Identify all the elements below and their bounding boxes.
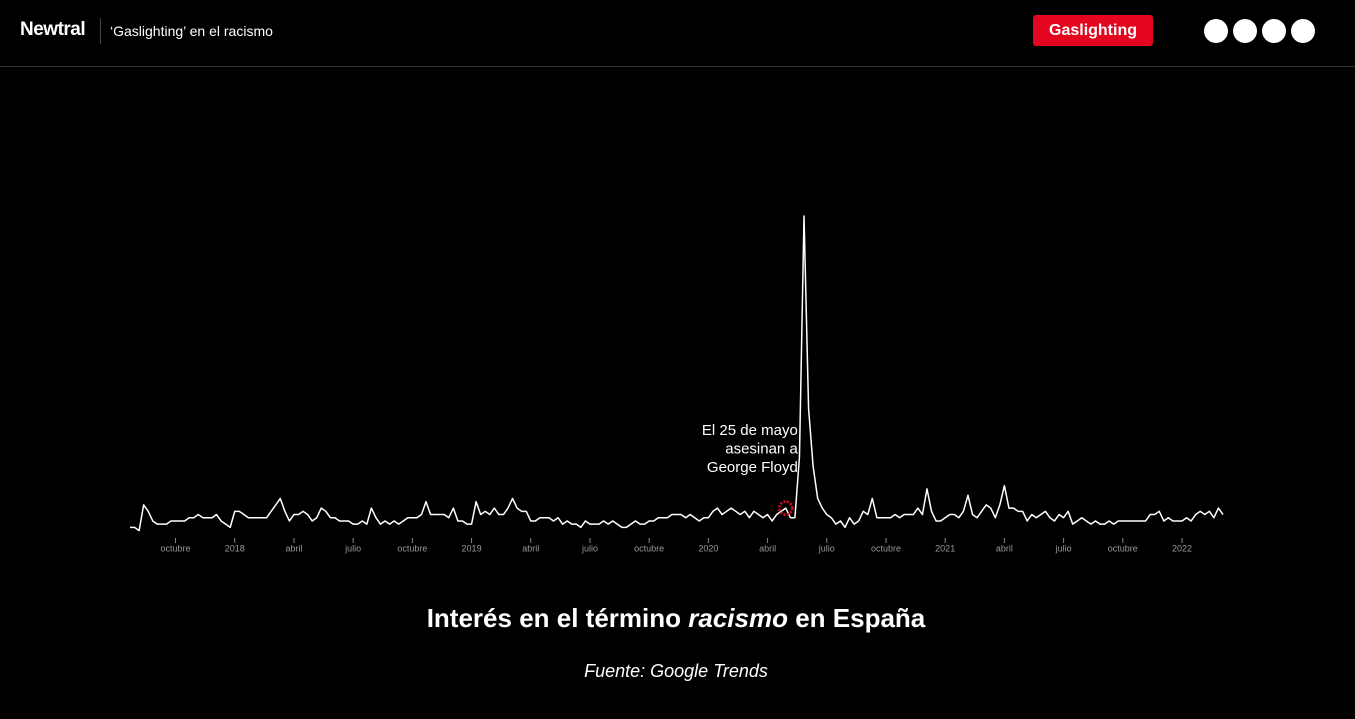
x-tick-label: octubre [1108,543,1138,553]
title-part: Interés en el término [427,603,681,633]
source: Fuente: Google Trends [584,661,768,681]
x-tick-label: octubre [397,543,427,553]
header: Newtral ‘Gaslighting’ en el racismo Gasl… [0,0,1355,67]
x-tick-label: 2022 [1172,543,1192,553]
twitter-icon[interactable] [1204,19,1228,43]
x-tick-label: julio [581,543,598,553]
whatsapp-icon[interactable] [1262,19,1286,43]
x-tick-label: octubre [634,543,664,553]
annotation-text: asesinan a [725,441,798,458]
x-tick-label: 2018 [225,543,245,553]
annotation-text: El 25 de mayo [702,422,798,439]
title-emphasis: racismo [688,603,788,633]
facebook-icon[interactable] [1233,19,1257,43]
x-tick-label: julio [1055,543,1072,553]
share-icons [1204,19,1320,48]
x-tick-label: 2019 [462,543,482,553]
share-icon[interactable] [1291,19,1315,43]
title-part: en España [795,603,926,633]
tag-button[interactable]: Gaslighting [1033,15,1153,46]
x-tick-label: 2020 [698,543,718,553]
annotation-text: George Floyd [707,459,798,476]
chart-title: Interés en el término racismo en España [427,603,926,633]
x-tick-label: octubre [871,543,901,553]
x-tick-label: julio [818,543,835,553]
x-tick-label: 2021 [935,543,955,553]
line [130,215,1224,532]
x-tick-label: abril [285,543,302,553]
x-tick-label: abril [759,543,776,553]
x-tick-label: abril [996,543,1013,553]
annotation-marker [778,500,794,516]
x-tick-label: octubre [161,543,191,553]
chart: Interés en el término racismo en España … [130,215,1224,681]
separator [100,18,101,44]
logo[interactable]: Newtral [20,19,86,40]
article-title: ‘Gaslighting’ en el racismo [110,23,273,39]
x-tick-label: julio [344,543,361,553]
x-tick-label: abril [522,543,539,553]
